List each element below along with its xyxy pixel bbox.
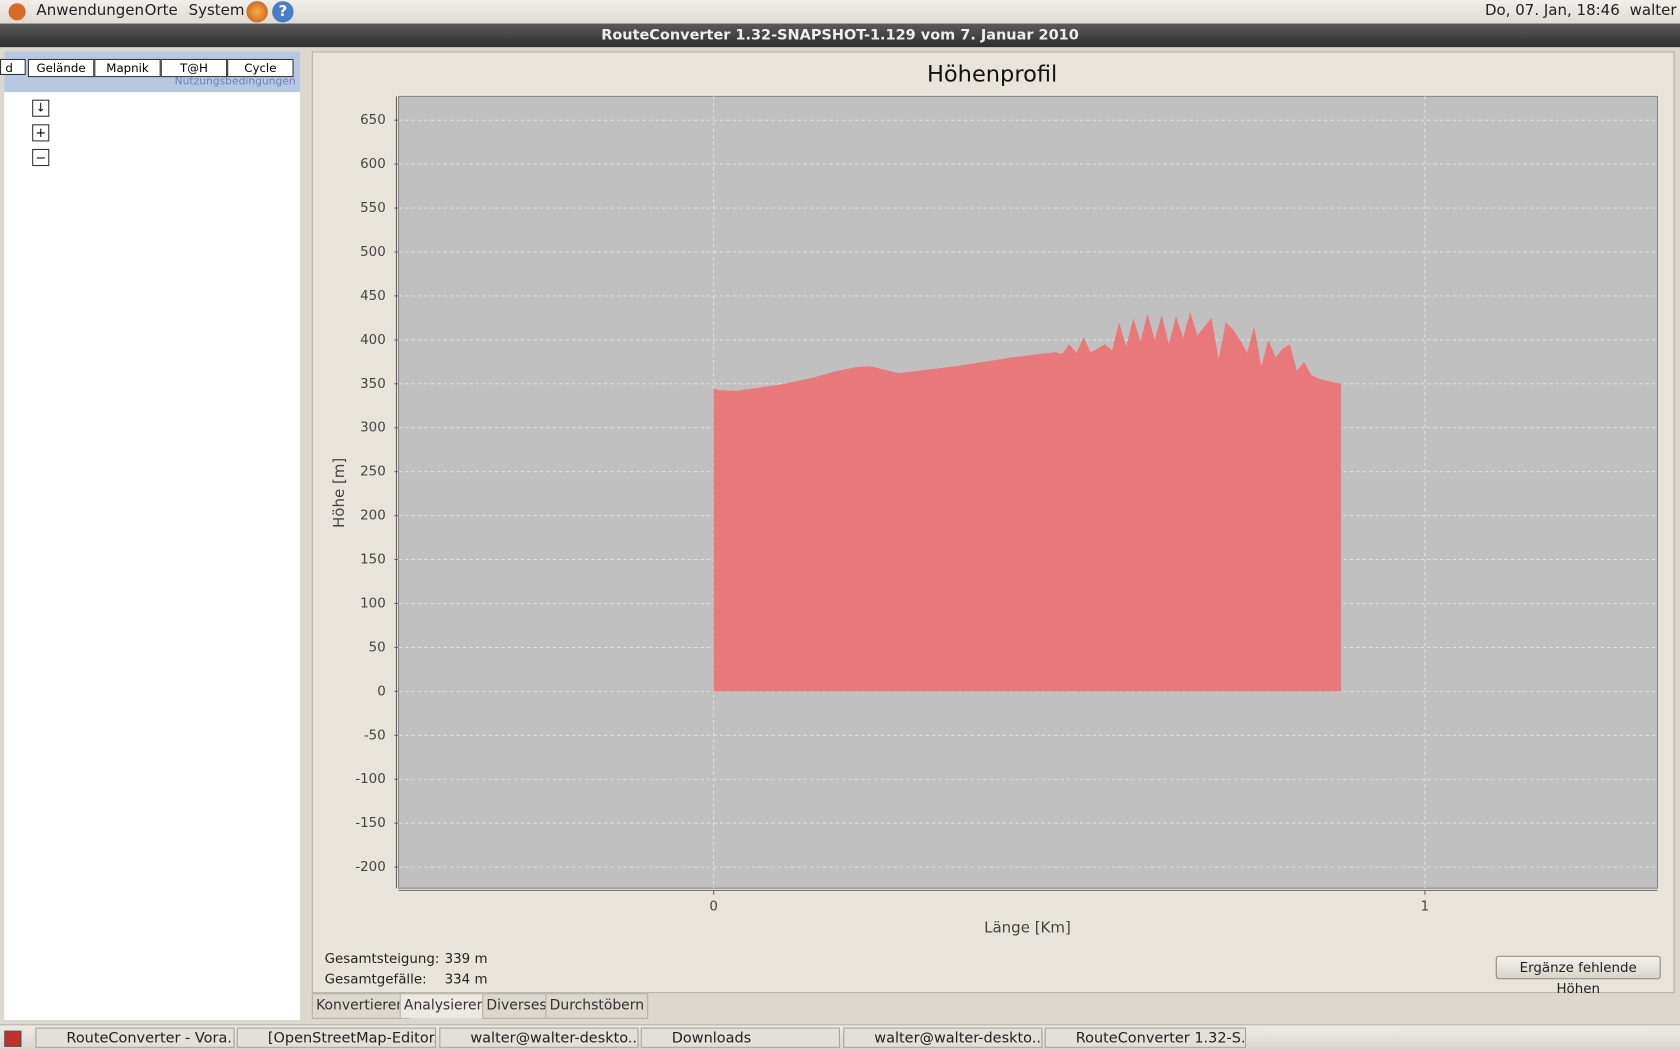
task-button[interactable]: RouteConverter 1.32-S... xyxy=(1044,1027,1247,1048)
y-tick-label: 300 xyxy=(360,421,386,436)
view-tab[interactable]: Analysieren xyxy=(399,993,490,1018)
map-panel: Nutzungsbedingungen ↓ + − d Gelände Mapnik… xyxy=(0,51,301,1021)
y-tick-label: 650 xyxy=(360,113,386,128)
y-tick-label: 500 xyxy=(360,245,386,260)
x-tick-label: 0 xyxy=(709,899,718,914)
fill-elevations-button[interactable]: Ergänze fehlende Höhen xyxy=(1495,955,1661,996)
y-tick-label: 450 xyxy=(360,289,386,304)
help-icon[interactable]: ? xyxy=(272,1,294,23)
view-tab[interactable]: Diverses xyxy=(482,993,551,1019)
map-layer-tab[interactable]: T@H xyxy=(160,58,228,78)
map-layer-tab[interactable]: d xyxy=(0,58,26,76)
y-tick-label: 0 xyxy=(377,684,386,699)
map-layer-tab[interactable]: Mapnik xyxy=(94,58,161,78)
y-tick-label: 100 xyxy=(360,596,386,611)
menu-item[interactable]: System xyxy=(188,2,245,20)
stat-value: 339 m xyxy=(444,950,488,967)
top-panel: ? Do, 07. Jan, 18:46 walter Anwendungen O… xyxy=(0,0,1680,25)
y-tick-label: 150 xyxy=(360,553,386,568)
show-desktop[interactable] xyxy=(4,1030,22,1047)
view-tab[interactable]: Konvertieren xyxy=(311,993,410,1019)
y-tick-label: -200 xyxy=(355,860,385,875)
x-tick-label: 1 xyxy=(1421,899,1430,914)
elevation-area xyxy=(713,311,1341,692)
zoom-out[interactable]: − xyxy=(32,148,50,167)
y-tick-label: 550 xyxy=(360,201,386,216)
task-button[interactable]: Downloads xyxy=(640,1027,841,1048)
terms-link[interactable]: Nutzungsbedingungen xyxy=(174,76,296,88)
map-layer-tab[interactable]: Cycle xyxy=(227,58,294,78)
firefox-icon[interactable] xyxy=(246,1,268,23)
pan-down[interactable]: ↓ xyxy=(32,99,50,117)
y-tick-label: -50 xyxy=(364,728,386,743)
x-axis-label: Länge [Km] xyxy=(984,918,1071,936)
y-tick-label: -100 xyxy=(355,772,385,787)
y-tick-label: 250 xyxy=(360,465,386,480)
taskbar: RouteConverter - Vora... [OpenStreetMap-E… xyxy=(0,1024,1680,1050)
stat-label: Gesamtgefälle: xyxy=(324,970,427,987)
y-tick-label: 400 xyxy=(360,333,386,348)
task-button[interactable]: walter@walter-deskto... xyxy=(439,1027,639,1048)
y-axis-label: Höhe [m] xyxy=(330,458,348,528)
chart-title: Höhenprofil xyxy=(927,62,1057,88)
window-title: RouteConverter 1.32-SNAPSHOT-1.129 vom 7… xyxy=(0,23,1680,48)
map-layer-tab[interactable]: Gelände xyxy=(27,58,95,78)
menu-item[interactable]: Anwendungen xyxy=(36,2,145,20)
task-button[interactable]: [OpenStreetMap-Editor... xyxy=(236,1027,437,1048)
task-button[interactable]: walter@walter-deskto... xyxy=(843,1027,1043,1048)
stat-value: 334 m xyxy=(444,970,488,987)
user-menu[interactable]: walter xyxy=(1629,2,1677,20)
y-tick-label: -150 xyxy=(355,816,385,831)
clock[interactable]: Do, 07. Jan, 18:46 xyxy=(1485,2,1620,20)
y-tick-label: 350 xyxy=(360,377,386,392)
ubuntu-logo[interactable] xyxy=(8,3,26,21)
y-tick-label: 600 xyxy=(360,157,386,172)
view-tab[interactable]: Durchstöbern xyxy=(545,993,649,1019)
zoom-in[interactable]: + xyxy=(32,124,50,142)
stat-label: Gesamtsteigung: xyxy=(324,950,440,967)
menu-item[interactable]: Orte xyxy=(144,2,178,20)
task-button[interactable]: RouteConverter - Vora... xyxy=(35,1027,235,1048)
y-tick-label: 200 xyxy=(360,509,386,524)
y-tick-label: 50 xyxy=(369,640,386,655)
